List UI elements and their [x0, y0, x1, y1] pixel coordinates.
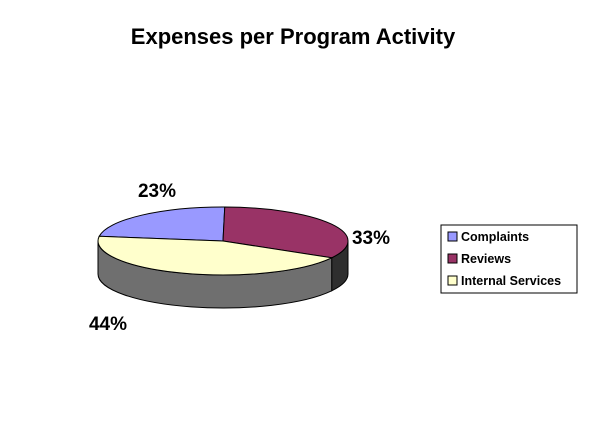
- pie-slice-reviews: [222, 206, 349, 259]
- legend-item-internal-services: Internal Services: [447, 274, 561, 288]
- legend-swatch-internal-services: [447, 275, 458, 286]
- legend-item-complaints: Complaints: [447, 230, 529, 244]
- slice-label-reviews: 33%: [352, 228, 390, 249]
- legend-frame: [440, 224, 578, 294]
- legend-label-complaints: Complaints: [461, 230, 529, 244]
- legend: Complaints Reviews Internal Services: [440, 224, 578, 294]
- pie-tops: [97, 206, 349, 276]
- slice-label-complaints: 23%: [138, 181, 176, 202]
- pie-slice-internal-services: [97, 235, 334, 276]
- chart-title: Expenses per Program Activity: [131, 24, 456, 49]
- legend-item-reviews: Reviews: [447, 252, 511, 266]
- legend-swatch-reviews: [447, 253, 458, 264]
- legend-swatch-complaints: [447, 231, 458, 242]
- legend-label-reviews: Reviews: [461, 252, 511, 266]
- pie-slice-complaints: [98, 206, 226, 242]
- legend-label-internal-services: Internal Services: [461, 274, 561, 288]
- slice-label-internal-services: 44%: [89, 314, 127, 335]
